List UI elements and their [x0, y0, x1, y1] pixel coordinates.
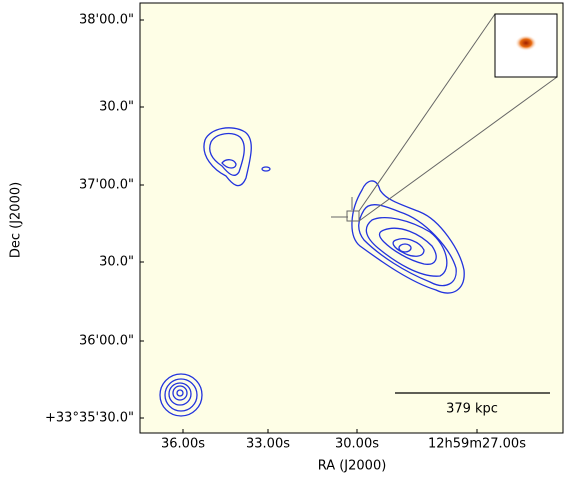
x-axis-label: RA (J2000)	[318, 459, 387, 474]
x-tick-label: 36.00s	[161, 437, 205, 452]
contours	[159, 127, 465, 417]
x-tick-label: 12h59m27.00s	[428, 437, 526, 452]
inset	[494, 13, 558, 78]
y-tick-label: 37'00.0"	[79, 178, 134, 193]
y-tick-label: 38'00.0"	[79, 13, 134, 28]
y-tick-label: 30.0"	[99, 255, 134, 270]
y-tick-label: 30.0"	[99, 100, 134, 115]
plot-area	[139, 2, 564, 434]
y-tick-label: 36'00.0"	[79, 334, 134, 349]
scale-bar-label: 379 kpc	[446, 402, 498, 417]
y-axis-label: Dec (J2000)	[9, 182, 24, 258]
x-tick-label: 33.00s	[246, 437, 290, 452]
y-tick-label: +33°35'30.0"	[45, 411, 134, 426]
x-tick-label: 30.00s	[335, 437, 379, 452]
inset-marker	[331, 13, 558, 222]
